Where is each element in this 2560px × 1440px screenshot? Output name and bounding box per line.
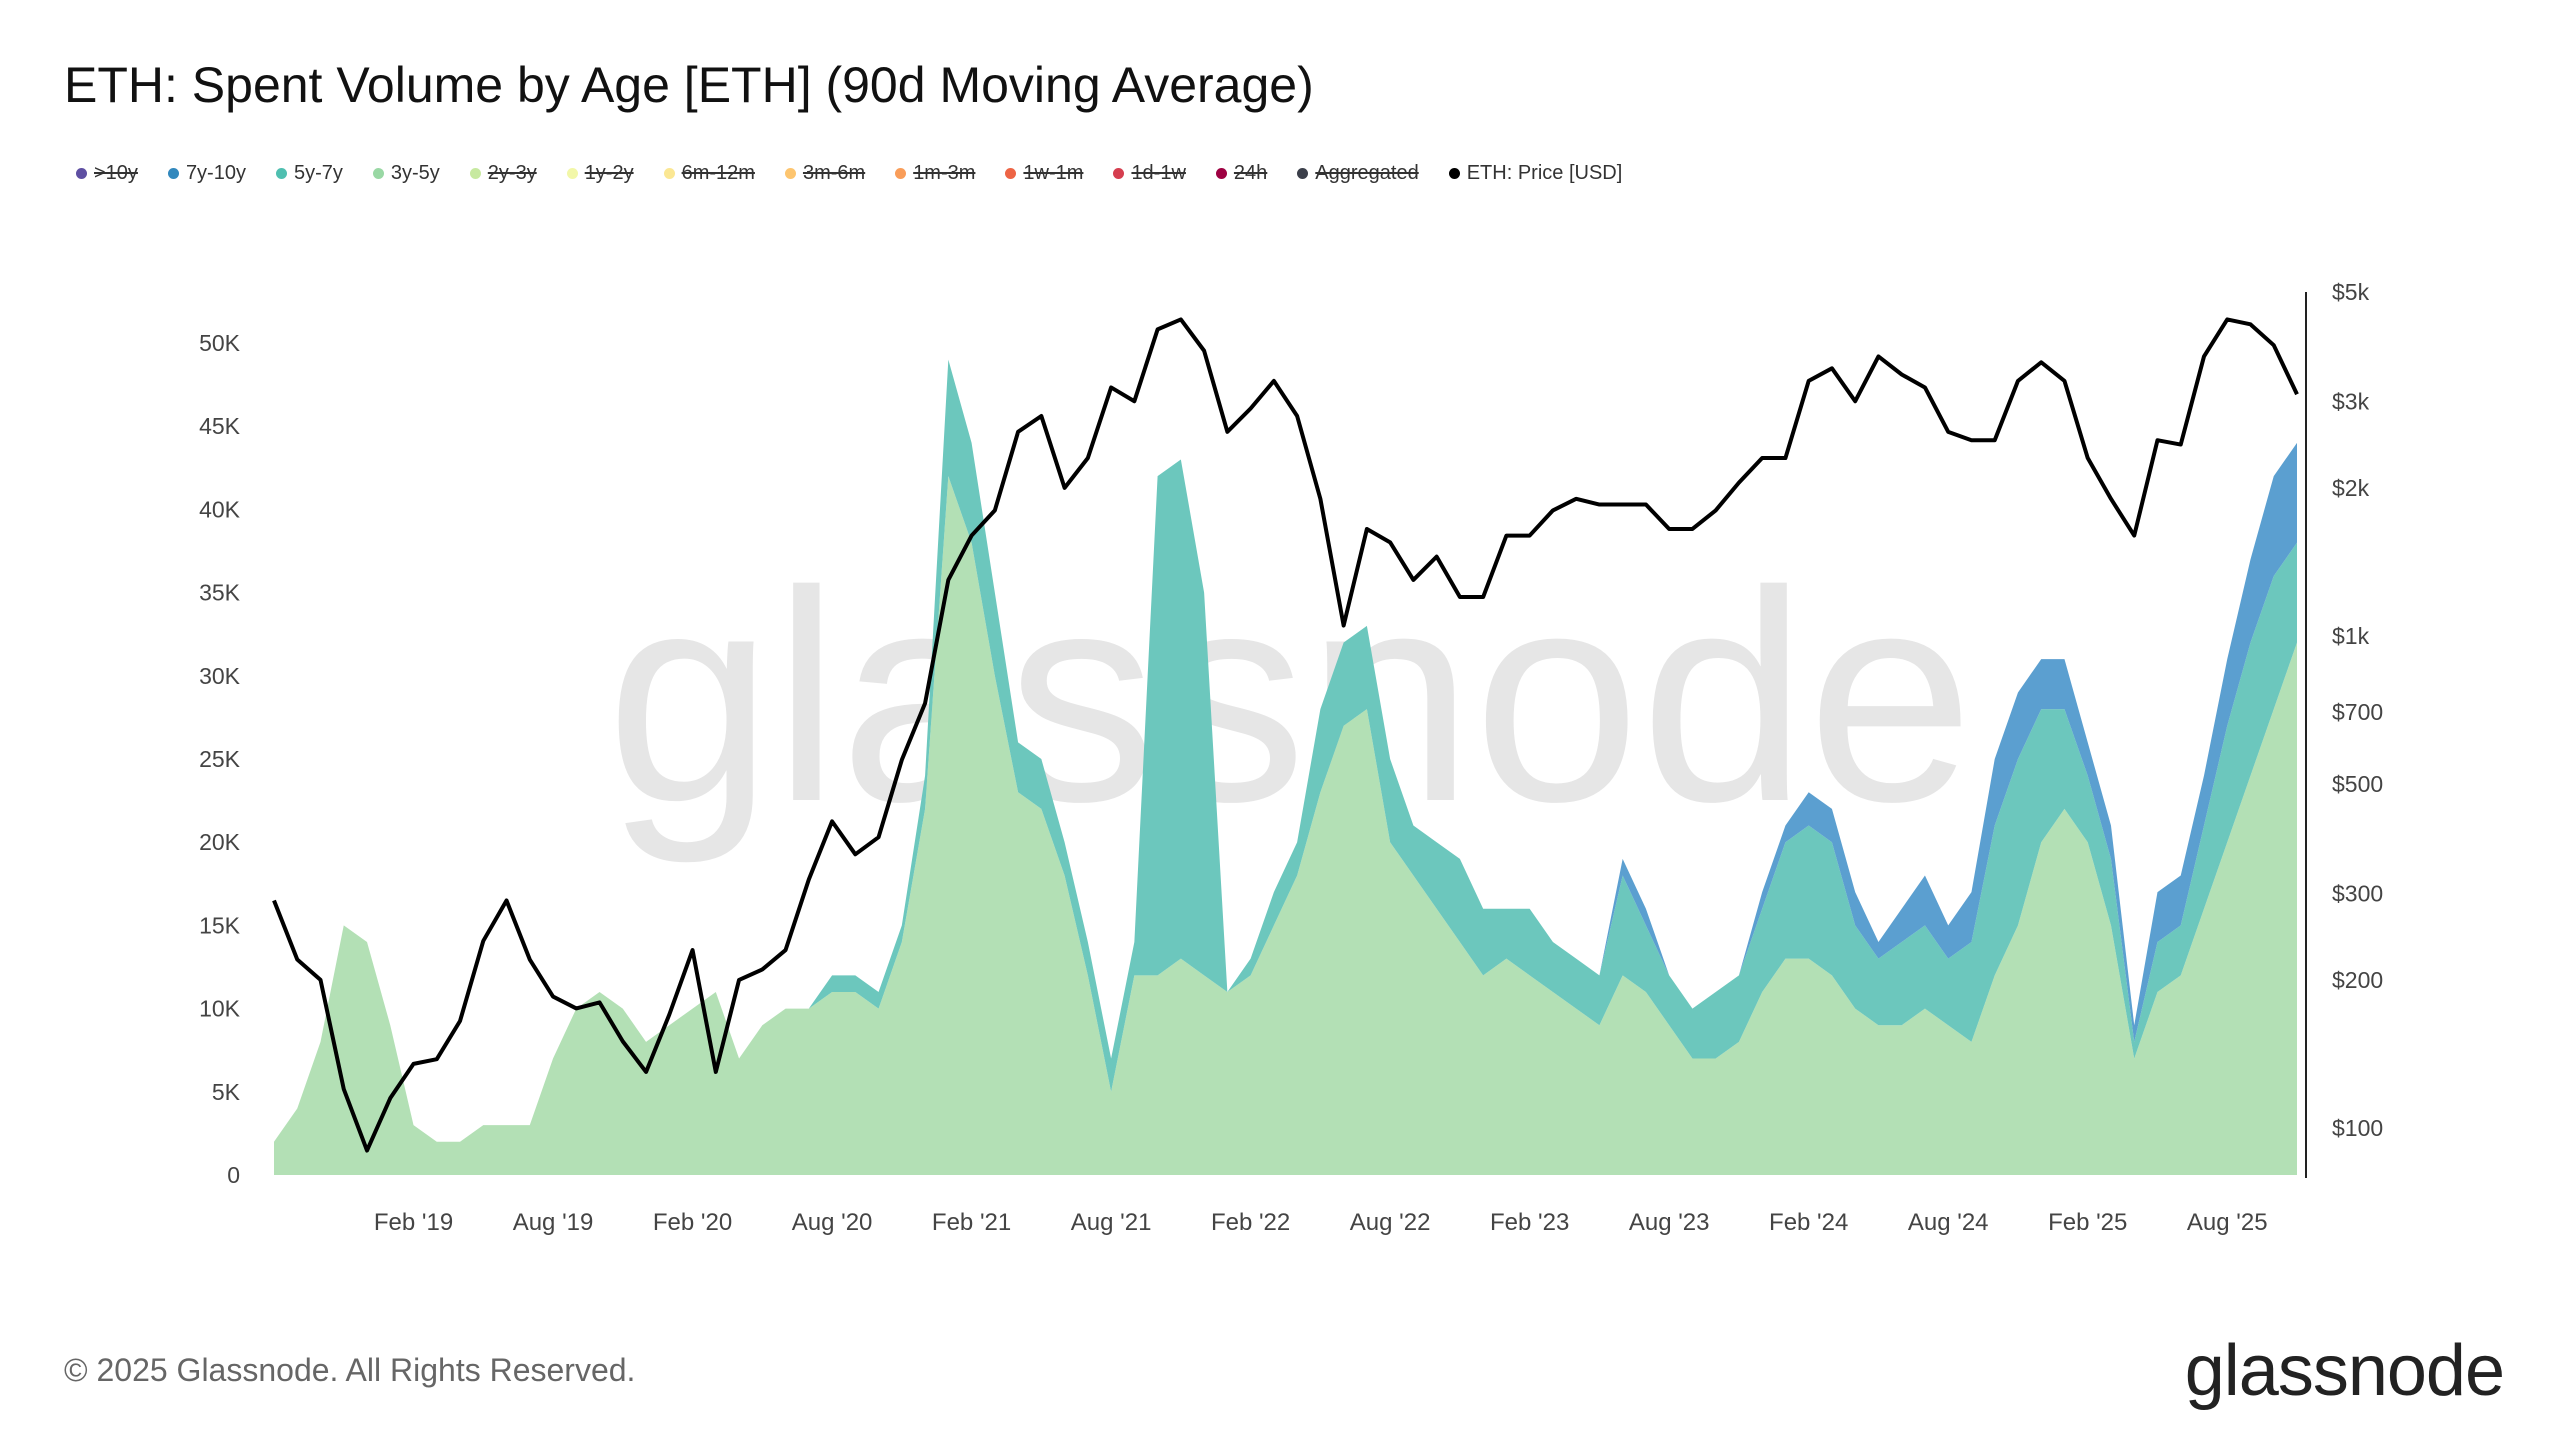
legend-label: 24h <box>1233 162 1268 184</box>
legend-dot-icon <box>663 168 675 179</box>
legend-label: 1d-1w <box>1131 162 1186 184</box>
price-line <box>272 317 2299 1153</box>
legend-dot-icon <box>1297 168 1309 179</box>
glassnode-logo: glassnode <box>2184 1331 2505 1411</box>
legend-label: Aggregated <box>1315 162 1419 184</box>
legend-dot-icon <box>372 168 384 179</box>
legend-label: 1w-1m <box>1023 162 1084 184</box>
area-5y-7y <box>274 359 2297 1142</box>
legend-item[interactable]: 1m-3m <box>895 162 975 185</box>
y2-tick-label: $700 <box>2332 699 2383 725</box>
legend-item[interactable]: 1y-2y <box>566 162 634 185</box>
legend-label: 6m-12m <box>681 162 755 184</box>
x-tick-label: Feb '19 <box>374 1209 453 1236</box>
watermark: glassnode <box>606 528 1974 866</box>
x-tick-label: Aug '22 <box>1350 1209 1431 1236</box>
legend-label: 2y-3y <box>487 162 537 184</box>
legend-dot-icon <box>76 168 87 179</box>
y-tick-label: 30K <box>199 663 241 689</box>
y2-tick-label: $1k <box>2332 623 2370 649</box>
legend-dot-icon <box>895 168 907 179</box>
legend-item[interactable]: 6m-12m <box>663 162 755 185</box>
legend: >10y 7y-10y 5y-7y 3y-5y 2y-3y 1y-2y 6m-12m 3m-6… <box>76 162 1622 185</box>
legend-item[interactable]: Aggregated <box>1297 162 1419 185</box>
copyright: © 2025 Glassnode. All Rights Reserved. <box>64 1352 636 1388</box>
x-tick-label: Feb '22 <box>1211 1209 1290 1236</box>
legend-item[interactable]: 5y-7y <box>275 162 343 185</box>
x-tick-label: Aug '21 <box>1071 1209 1152 1236</box>
legend-item[interactable]: 2y-3y <box>469 162 537 185</box>
x-tick-label: Aug '19 <box>513 1209 594 1236</box>
y2-tick-label: $500 <box>2332 771 2383 797</box>
chart-title: ETH: Spent Volume by Age [ETH] (90d Movi… <box>64 57 1314 113</box>
x-tick-label: Feb '21 <box>932 1209 1011 1236</box>
legend-dot-icon <box>566 168 578 179</box>
y2-tick-label: $5k <box>2332 279 2370 305</box>
y-tick-label: 35K <box>199 580 241 606</box>
legend-item[interactable]: 1w-1m <box>1005 162 1083 185</box>
y2-tick-label: $2k <box>2332 475 2370 501</box>
legend-item[interactable]: 24h <box>1215 162 1268 185</box>
legend-dot-icon <box>1005 168 1017 179</box>
y2-tick-label: $100 <box>2332 1115 2383 1141</box>
legend-label: 7y-10y <box>185 162 246 184</box>
x-tick-label: Aug '24 <box>1908 1209 1989 1236</box>
legend-dot-icon <box>1215 168 1227 179</box>
x-tick-label: Aug '20 <box>792 1209 873 1236</box>
legend-item[interactable]: >10y <box>76 162 138 185</box>
legend-dot-icon <box>1448 168 1460 179</box>
legend-label: 3m-6m <box>802 162 866 184</box>
area-3y-5y <box>274 476 2297 1175</box>
legend-dot-icon <box>469 168 481 179</box>
y2-tick-label: $3k <box>2332 388 2370 414</box>
y-tick-label: 50K <box>199 330 241 356</box>
y-tick-label: 45K <box>199 413 241 439</box>
x-tick-label: Feb '24 <box>1769 1209 1848 1236</box>
x-tick-label: Aug '25 <box>2187 1209 2268 1236</box>
legend-item[interactable]: 3y-5y <box>372 162 440 185</box>
legend-label: 1y-2y <box>584 162 634 184</box>
legend-dot-icon <box>784 168 796 179</box>
legend-label: 5y-7y <box>293 162 343 184</box>
x-tick-label: Feb '20 <box>653 1209 732 1236</box>
legend-dot-icon <box>1113 168 1125 179</box>
y-tick-label: 5K <box>212 1079 241 1105</box>
x-tick-label: Feb '25 <box>2048 1209 2127 1236</box>
legend-item[interactable]: 7y-10y <box>167 162 246 185</box>
x-tick-label: Aug '23 <box>1629 1209 1710 1236</box>
legend-item[interactable]: 1d-1w <box>1113 162 1186 185</box>
legend-item[interactable]: ETH: Price [USD] <box>1448 162 1623 185</box>
legend-dot-icon <box>275 168 287 179</box>
y-tick-label: 10K <box>199 996 241 1022</box>
legend-label: ETH: Price [USD] <box>1466 162 1623 184</box>
legend-label: 1m-3m <box>913 162 976 184</box>
y-tick-label: 20K <box>199 829 241 855</box>
y2-tick-label: $200 <box>2332 967 2383 993</box>
legend-item[interactable]: 3m-6m <box>784 162 866 185</box>
y-tick-label: 0 <box>227 1162 240 1188</box>
y-tick-label: 15K <box>199 912 241 938</box>
legend-dot-icon <box>167 168 179 179</box>
y-tick-label: 40K <box>199 496 241 522</box>
legend-label: >10y <box>94 162 138 184</box>
y-tick-label: 25K <box>199 746 241 772</box>
x-tick-label: Feb '23 <box>1490 1209 1569 1236</box>
legend-label: 3y-5y <box>390 162 440 184</box>
y2-tick-label: $300 <box>2332 880 2383 906</box>
